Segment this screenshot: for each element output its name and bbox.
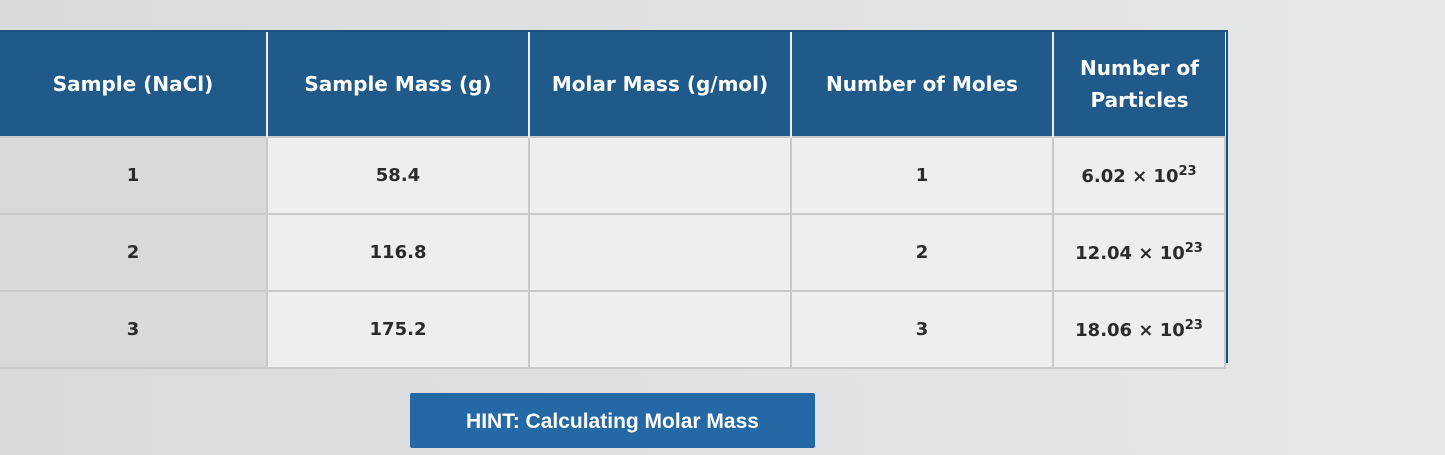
header-number-of-moles: Number of Moles: [791, 32, 1054, 137]
table-row: 1 58.4 1 6.02 × 1023: [0, 136, 1226, 215]
particles-exponent: 23: [1184, 318, 1203, 333]
cell-sample-mass: 116.8: [266, 213, 530, 292]
cell-particles: 18.06 × 1023: [1052, 290, 1226, 369]
hint-button[interactable]: HINT: Calculating Molar Mass: [410, 393, 815, 448]
cell-moles: 2: [790, 213, 1054, 292]
cell-sample: 1: [0, 136, 268, 215]
particles-coefficient: 6.02 × 10: [1081, 166, 1179, 187]
header-molar-mass: Molar Mass (g/mol): [529, 32, 792, 137]
particles-exponent: 23: [1184, 241, 1203, 256]
cell-sample: 3: [0, 290, 268, 369]
cell-molar-mass[interactable]: [528, 213, 792, 292]
cell-particles: 6.02 × 1023: [1052, 136, 1226, 215]
particles-coefficient: 18.06 × 10: [1075, 320, 1185, 341]
cell-molar-mass[interactable]: [528, 136, 792, 215]
table-header-row: Sample (NaCl) Sample Mass (g) Molar Mass…: [0, 32, 1225, 137]
cell-sample-mass: 175.2: [266, 290, 530, 369]
cell-moles: 1: [790, 136, 1054, 215]
header-sample-mass: Sample Mass (g): [267, 32, 530, 137]
particles-exponent: 23: [1178, 164, 1197, 179]
particles-coefficient: 12.04 × 10: [1075, 243, 1185, 264]
table-row: 3 175.2 3 18.06 × 1023: [0, 290, 1226, 369]
data-table-container: Sample (NaCl) Sample Mass (g) Molar Mass…: [0, 30, 1228, 369]
cell-sample: 2: [0, 213, 268, 292]
cell-molar-mass[interactable]: [528, 290, 792, 369]
header-sample: Sample (NaCl): [0, 32, 268, 137]
table-row: 2 116.8 2 12.04 × 1023: [0, 213, 1226, 292]
cell-particles: 12.04 × 1023: [1052, 213, 1226, 292]
cell-sample-mass: 58.4: [266, 136, 530, 215]
cell-moles: 3: [790, 290, 1054, 369]
header-number-of-particles: Number of Particles: [1053, 32, 1225, 137]
nacl-data-table: Sample (NaCl) Sample Mass (g) Molar Mass…: [0, 32, 1226, 369]
